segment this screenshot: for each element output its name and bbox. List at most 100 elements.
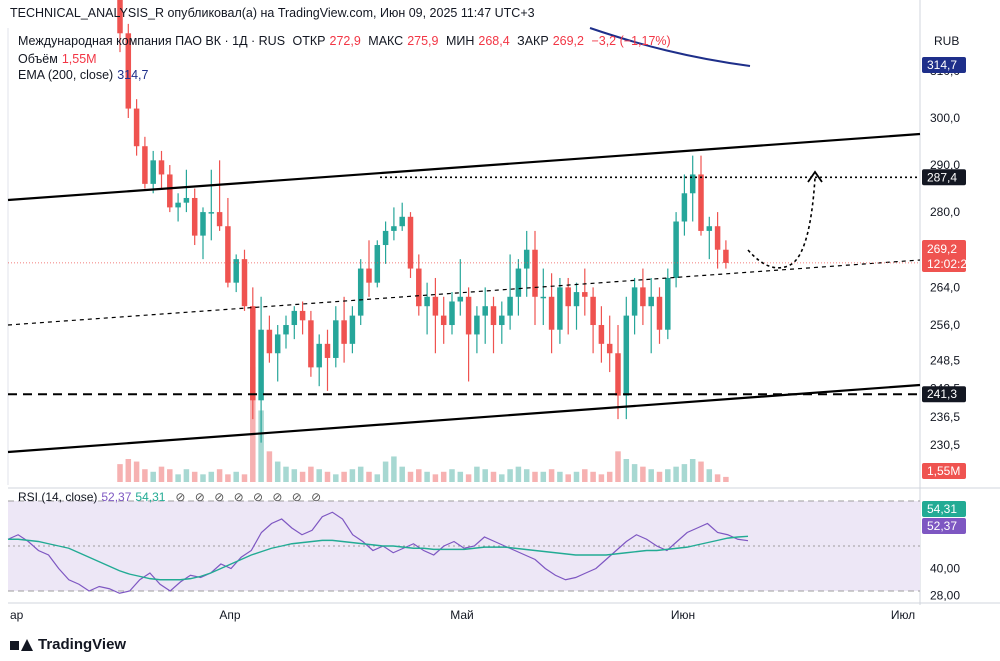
volume-bar (474, 466, 480, 482)
time-tick-label: ар (10, 608, 24, 622)
symbol-name[interactable]: Международная компания ПАО ВК · 1Д · RUS (18, 34, 286, 48)
volume-bar (656, 471, 663, 482)
volume-bar (349, 469, 356, 482)
volume-bar (266, 451, 273, 482)
rsi-hidden-icons[interactable]: ⊘ ⊘ ⊘ ⊘ ⊘ ⊘ ⊘ ⊘ (175, 490, 325, 504)
tradingview-footer: TradingView (10, 636, 126, 653)
candle-body (631, 287, 638, 316)
volume-bar (407, 471, 414, 482)
volume-bar (191, 471, 198, 482)
volume-bar (440, 471, 447, 482)
volume-price-badge-bg (922, 463, 966, 479)
volume-label[interactable]: Объём (18, 52, 58, 66)
candle-body (291, 310, 298, 326)
volume-bar (200, 474, 206, 482)
candle-body (142, 146, 148, 184)
candle-body (133, 108, 140, 147)
volume-bar (341, 471, 347, 482)
candle-body (440, 315, 447, 326)
countdown-badge: 12:02:29 (927, 257, 974, 271)
rsi-ma-badge-bg (922, 501, 966, 517)
time-tick-label: Май (450, 608, 474, 622)
volume-bar (274, 461, 281, 482)
volume-bar (324, 471, 331, 482)
currency-label[interactable]: RUB (934, 34, 960, 48)
volume-bar (532, 471, 538, 482)
candle-body (216, 212, 223, 227)
volume-bar (117, 464, 123, 482)
volume-bar (590, 471, 596, 482)
candle-body (225, 226, 231, 283)
candle-body (681, 193, 688, 222)
time-tick-label: Июл (891, 608, 915, 622)
volume-bar (225, 474, 231, 482)
volume-bar (457, 471, 464, 482)
candle-body (316, 343, 322, 368)
candle-body (299, 310, 306, 321)
candle-body (233, 259, 239, 283)
low-label: МИН (445, 34, 475, 48)
candle-body (117, 0, 123, 34)
volume-bar (158, 466, 165, 482)
volume-bar (689, 459, 696, 482)
rsi-value-badge: 52,37 (927, 519, 957, 533)
candle-body (515, 268, 522, 297)
volume-bar (606, 471, 613, 482)
volume-bar (499, 474, 505, 482)
candle-body (623, 315, 630, 396)
candle-body (424, 296, 430, 307)
volume-bar (308, 466, 314, 482)
price-tick-label: 290,0 (930, 158, 960, 172)
volume-bar (698, 461, 704, 482)
candle-body (565, 287, 571, 307)
volume-bar (449, 469, 455, 482)
candle-body (557, 287, 563, 330)
volume-bar (391, 456, 397, 482)
support-price-badge: 241,3 (927, 387, 957, 401)
volume-price-badge: 1,55М (927, 464, 960, 478)
candle-body (200, 212, 206, 236)
volume-bar (374, 474, 381, 482)
candle-body (341, 320, 347, 344)
candle-body (457, 296, 464, 302)
candle-body (158, 160, 165, 175)
channel-upper-line (7, 132, 921, 202)
candle-body (349, 315, 356, 344)
candle-body (366, 268, 372, 283)
volume-bar (640, 466, 646, 482)
candle-body (175, 202, 181, 208)
volume-bar (515, 466, 522, 482)
candle-body (324, 343, 331, 358)
time-tick-label: Июн (671, 608, 695, 622)
rsi-label[interactable]: RSI (14, close) (18, 490, 98, 504)
candle-body (606, 343, 613, 354)
volume-bar (250, 367, 256, 482)
candle-body (548, 296, 555, 330)
candle-body (689, 174, 696, 194)
price-tick-label: 300,0 (930, 111, 960, 125)
volume-bar (482, 469, 488, 482)
volume-bar (399, 466, 405, 482)
close-label: ЗАКР (517, 34, 549, 48)
candle-body (391, 226, 397, 231)
ema-value: 314,7 (117, 68, 149, 82)
candle-body (167, 174, 173, 208)
candle-body (308, 320, 314, 368)
volume-bar (665, 469, 671, 482)
candle-body (648, 296, 654, 307)
candle-body (241, 259, 248, 307)
price-tick-label: 256,0 (930, 318, 960, 332)
ema-label[interactable]: EMA (200, close) (18, 68, 114, 82)
volume-bar (631, 464, 638, 482)
candle-body (416, 268, 422, 307)
volume-bar (673, 466, 679, 482)
candle-body (615, 353, 621, 396)
channel-lower-line (7, 383, 921, 454)
candle-body (407, 216, 414, 269)
rsi-value-1: 52,37 (101, 490, 132, 504)
change-value: −3,2 (−1,17%) (591, 34, 671, 48)
candle-body (250, 306, 256, 401)
rsi-tick-label: 28,00 (930, 589, 960, 603)
rsi-ma-badge: 54,31 (927, 502, 957, 516)
